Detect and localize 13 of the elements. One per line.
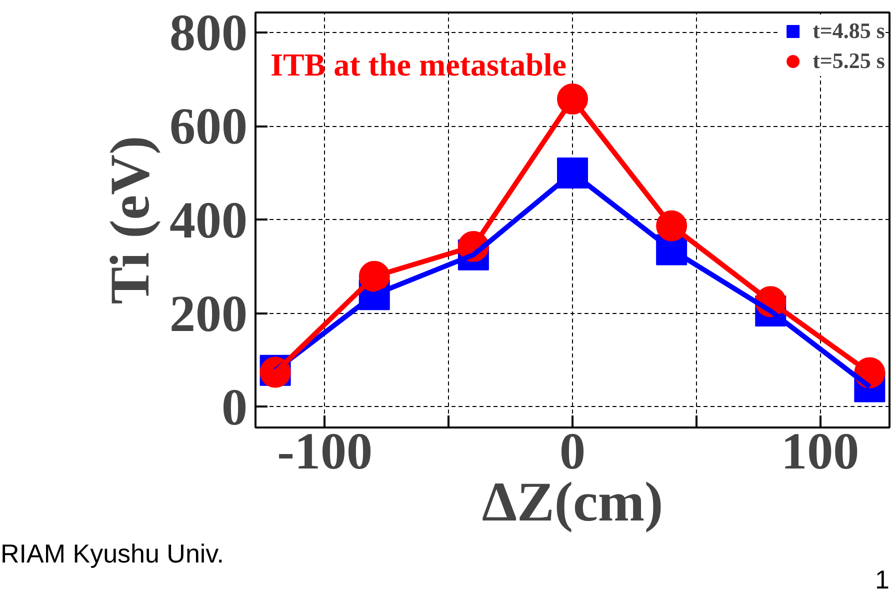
y-tick-label: 600 xyxy=(170,98,248,156)
y-tick-label: 0 xyxy=(222,379,248,436)
text: RIAM Kyushu Univ. xyxy=(0,538,224,568)
text: 1 xyxy=(875,564,890,594)
y-axis-title: Ti (eV) xyxy=(100,136,162,304)
annotation: ITB at the metastable xyxy=(270,46,566,82)
x-tick-label: -100 xyxy=(277,424,373,480)
y-tick-label: 400 xyxy=(170,192,248,250)
y-tick-label: 200 xyxy=(170,286,248,343)
y-tick-label: 800 xyxy=(170,5,248,62)
legend-label: t=5.25 s xyxy=(812,48,885,74)
x-tick-label: 100 xyxy=(781,424,860,480)
legend-label: t=4.85 s xyxy=(812,18,885,44)
